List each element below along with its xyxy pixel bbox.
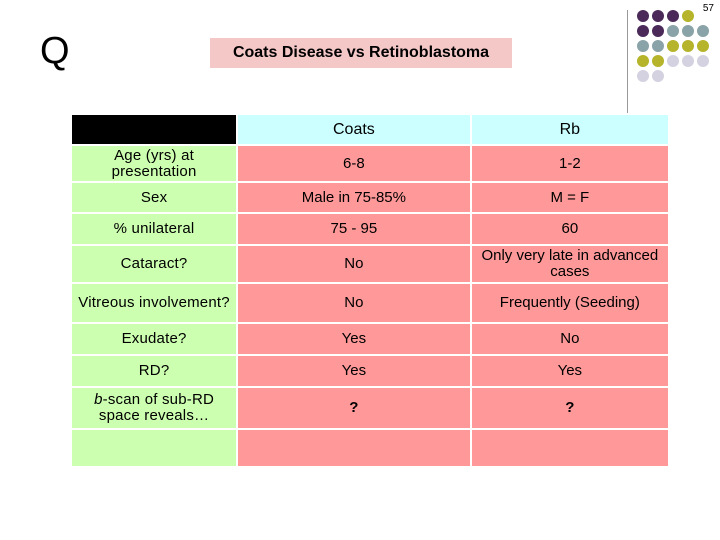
coats-value: ? bbox=[236, 386, 472, 430]
rb-value: 60 bbox=[469, 212, 671, 246]
table-row bbox=[69, 428, 671, 468]
decorative-dot bbox=[667, 10, 679, 22]
decorative-dot bbox=[697, 55, 709, 67]
header-rb: Rb bbox=[469, 113, 671, 146]
row-label: Vitreous involvement? bbox=[69, 282, 239, 324]
decorative-dot bbox=[667, 40, 679, 52]
coats-value: 6-8 bbox=[236, 144, 472, 183]
coats-value: No bbox=[236, 282, 472, 324]
decorative-dot bbox=[682, 10, 694, 22]
decorative-dot bbox=[697, 25, 709, 37]
rb-value: Yes bbox=[469, 354, 671, 388]
coats-value bbox=[236, 428, 472, 468]
page-number: 57 bbox=[702, 3, 714, 14]
coats-value: Yes bbox=[236, 354, 472, 388]
row-label-italic: b bbox=[94, 391, 103, 408]
rb-value: No bbox=[469, 322, 671, 356]
decorative-dot bbox=[667, 55, 679, 67]
coats-value: 75 - 95 bbox=[236, 212, 472, 246]
table-row: RD? Yes Yes bbox=[69, 354, 671, 388]
decorative-dot bbox=[637, 25, 649, 37]
decorative-divider bbox=[627, 10, 628, 120]
decorative-dot bbox=[697, 40, 709, 52]
rb-value: Frequently (Seeding) bbox=[469, 282, 671, 324]
coats-value: No bbox=[236, 244, 472, 284]
slide-title-text: Coats Disease vs Retinoblastoma bbox=[232, 44, 490, 61]
table-row: Exudate? Yes No bbox=[69, 322, 671, 356]
row-label: Sex bbox=[69, 181, 239, 214]
row-label: % unilateral bbox=[69, 212, 239, 246]
decorative-dot bbox=[682, 55, 694, 67]
header-coats: Coats bbox=[236, 113, 472, 146]
rb-value: ? bbox=[469, 386, 671, 430]
table-row: Cataract? No Only very late in advanced … bbox=[69, 244, 671, 284]
decorative-dot bbox=[652, 55, 664, 67]
row-label: Age (yrs) at presentation bbox=[69, 144, 239, 183]
decorative-dot bbox=[637, 40, 649, 52]
decorative-dot bbox=[637, 55, 649, 67]
q-letter: Q bbox=[40, 30, 70, 72]
rb-value: 1-2 bbox=[469, 144, 671, 183]
row-label: Exudate? bbox=[69, 322, 239, 356]
decorative-dot bbox=[682, 25, 694, 37]
decorative-dot bbox=[652, 25, 664, 37]
decorative-dot bbox=[652, 40, 664, 52]
table-row: Vitreous involvement? No Frequently (See… bbox=[69, 282, 671, 324]
rb-value bbox=[469, 428, 671, 468]
table-row: % unilateral 75 - 95 60 bbox=[69, 212, 671, 246]
decorative-dot-grid bbox=[637, 10, 717, 110]
decorative-dot bbox=[637, 70, 649, 82]
rb-value: M = F bbox=[469, 181, 671, 214]
decorative-dot bbox=[652, 70, 664, 82]
coats-value: Male in 75-85% bbox=[236, 181, 472, 214]
decorative-dot bbox=[682, 40, 694, 52]
slide-title: Coats Disease vs Retinoblastoma bbox=[210, 38, 512, 68]
row-label-rest: -scan of sub-RD space reveals… bbox=[98, 391, 215, 424]
header-corner-cell bbox=[69, 113, 239, 146]
row-label bbox=[69, 428, 239, 468]
coats-value: Yes bbox=[236, 322, 472, 356]
row-label: Cataract? bbox=[69, 244, 239, 284]
row-label: b-scan of sub-RD space reveals… bbox=[69, 386, 239, 430]
decorative-dot bbox=[652, 10, 664, 22]
table-header-row: Coats Rb bbox=[69, 113, 671, 146]
decorative-dot bbox=[637, 10, 649, 22]
decorative-dot bbox=[667, 25, 679, 37]
comparison-table: Coats Rb Age (yrs) at presentation 6-8 1… bbox=[69, 113, 671, 468]
row-label: RD? bbox=[69, 354, 239, 388]
rb-value: Only very late in advanced cases bbox=[469, 244, 671, 284]
table-row: Age (yrs) at presentation 6-8 1-2 bbox=[69, 144, 671, 183]
table-row: Sex Male in 75-85% M = F bbox=[69, 181, 671, 214]
table-row: b-scan of sub-RD space reveals… ? ? bbox=[69, 386, 671, 430]
